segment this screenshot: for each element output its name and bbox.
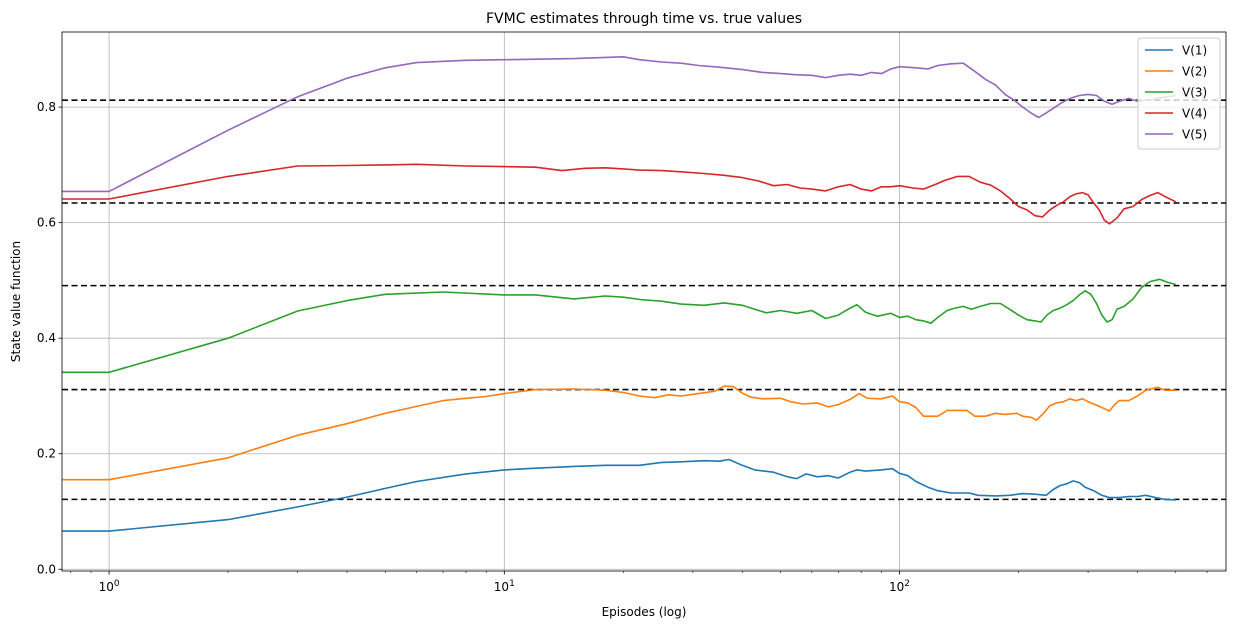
plot-frame: [61, 31, 1227, 572]
legend-box: [1137, 37, 1221, 150]
y-tick-label: 0.8: [37, 100, 56, 114]
legend-label: V(4): [1182, 107, 1207, 121]
legend-label: V(3): [1182, 86, 1207, 100]
y-tick-label: 0.0: [37, 562, 56, 576]
axis-ticks: 0.0 0.2 0.4 0.6 0.8 100 101 102: [37, 100, 1208, 594]
series-line-V(3): [62, 278, 1177, 374]
true-value-lines: [62, 99, 1226, 501]
legend-label: V(1): [1182, 44, 1207, 58]
series-line-V(1): [62, 458, 1176, 532]
legend: V(1) V(2) V(3) V(4) V(5): [1137, 37, 1221, 150]
x-tick-label: 100: [99, 579, 120, 594]
x-axis-label: Episodes (log): [602, 605, 687, 619]
x-tick-label: 101: [494, 579, 515, 594]
series-line-V(5): [62, 56, 1176, 193]
y-tick-label: 0.4: [37, 331, 56, 345]
y-tick-label: 0.6: [37, 216, 56, 230]
y-axis-label: State value function: [9, 241, 23, 362]
legend-label: V(5): [1182, 128, 1207, 142]
x-tick-label: 102: [889, 579, 910, 594]
y-tick-label: 0.2: [37, 447, 56, 461]
series-line-V(2): [62, 385, 1176, 481]
series-line-V(4): [62, 163, 1177, 225]
grid: [62, 32, 1226, 571]
series-lines: [62, 56, 1177, 532]
legend-label: V(2): [1182, 65, 1207, 79]
chart-title: FVMC estimates through time vs. true val…: [486, 11, 802, 27]
